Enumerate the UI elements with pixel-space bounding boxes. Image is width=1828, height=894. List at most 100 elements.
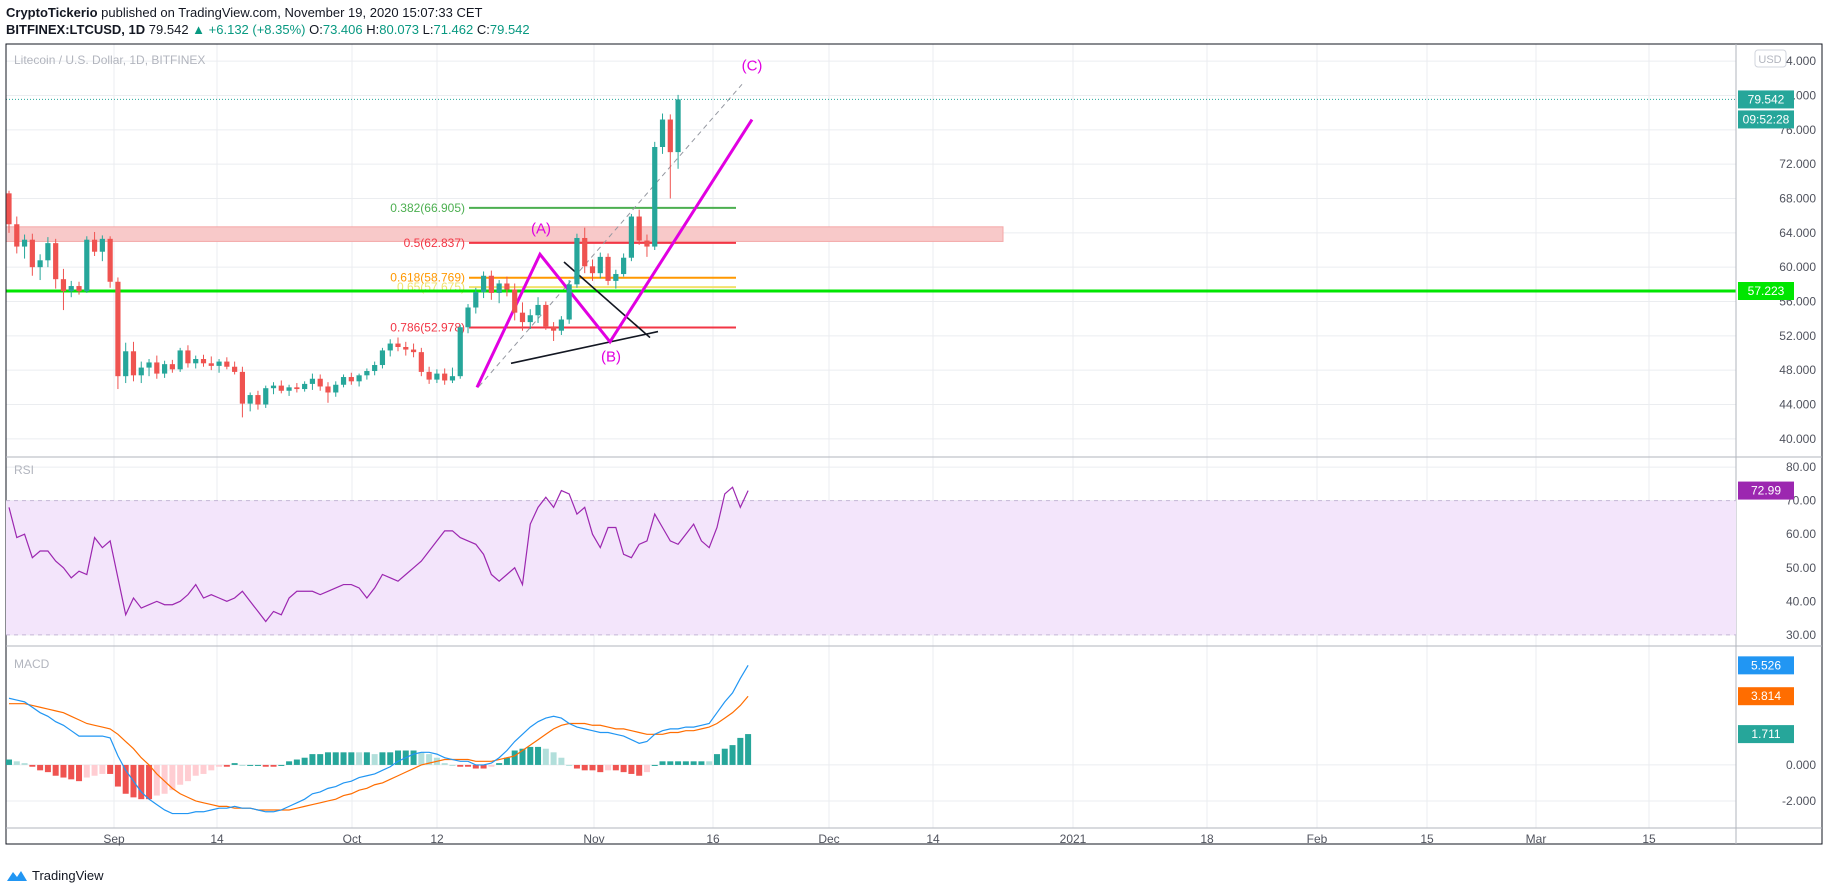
rsi-tick-label: 40.00 — [1786, 594, 1816, 608]
close-value: 79.542 — [489, 22, 530, 37]
candle-body — [107, 238, 113, 282]
macd-histogram-bar — [535, 746, 542, 765]
macd-histogram-bar — [713, 754, 720, 765]
macd-histogram-bar — [581, 764, 588, 771]
candle-body — [263, 388, 269, 405]
macd-histogram-bar — [29, 764, 36, 767]
price-tick-label: 64.000 — [1779, 226, 1816, 240]
price-tick-label: 48.000 — [1779, 363, 1816, 377]
grid-lines — [6, 44, 1736, 828]
macd-histogram-bar — [589, 764, 596, 771]
countdown-badge-label: 09:52:28 — [1743, 112, 1790, 126]
macd-histogram-bar — [682, 761, 689, 765]
candle-body — [527, 315, 533, 323]
macd-histogram-bar — [465, 764, 472, 767]
macd-histogram-bar — [83, 764, 90, 778]
histogram-value-badge — [1738, 725, 1794, 744]
macd-histogram-bar — [138, 764, 145, 800]
candles — [6, 94, 681, 418]
macd-histogram-bar — [643, 764, 650, 773]
candle-body — [99, 238, 105, 252]
author-name[interactable]: CryptoTickerio — [6, 5, 98, 20]
macd-title: MACD — [14, 657, 50, 671]
macd-histogram-bar — [612, 764, 619, 771]
rsi-tick-label: 60.00 — [1786, 527, 1816, 541]
fib-level-label: 0.786(52.978) — [390, 320, 465, 334]
candle-body — [177, 350, 183, 370]
macd-histogram-bar — [60, 764, 67, 778]
macd-histogram-bar — [729, 745, 736, 765]
open-label: O: — [309, 22, 323, 37]
macd-histogram-bar — [659, 761, 666, 765]
publish-info: published on TradingView.com, November 1… — [101, 5, 483, 20]
macd-histogram-bar — [745, 734, 752, 765]
macd-histogram-bar — [472, 764, 479, 769]
candle-body — [379, 350, 386, 366]
rsi-tick-label: 80.00 — [1786, 460, 1816, 474]
tradingview-logo[interactable]: TradingView — [6, 868, 104, 883]
candle-body — [45, 243, 51, 261]
macd-histogram-bar — [122, 764, 129, 794]
candle-body — [193, 359, 199, 364]
candle-body — [597, 256, 603, 274]
candle-body — [6, 193, 12, 225]
macd-tick-label: -2.000 — [1782, 794, 1816, 808]
macd-histogram-bar — [177, 764, 184, 785]
chart-frame — [5, 43, 1823, 845]
candle-body — [652, 147, 658, 247]
header-line-2: BITFINEX:LTCUSD, 1D 79.542 ▲ +6.132 (+8.… — [6, 21, 530, 38]
x-tick-label: 16 — [706, 832, 720, 846]
wave-label: (B) — [601, 349, 621, 366]
x-tick-label: 18 — [1200, 832, 1214, 846]
x-tick-label: 2021 — [1060, 832, 1087, 846]
fib-level-label: 0.618(58.769) — [390, 271, 465, 285]
candle-body — [364, 371, 370, 376]
support-price-badge-label: 57.223 — [1748, 284, 1785, 298]
macd-histogram-bar — [356, 752, 363, 765]
candle-body — [348, 377, 354, 382]
fib-level-label: 0.382(66.905) — [390, 201, 465, 215]
macd-histogram-bar — [153, 764, 160, 796]
candle-body — [480, 275, 487, 293]
elliott-wave-line — [475, 118, 754, 388]
macd-value-badge — [1738, 656, 1794, 675]
x-tick-label: Mar — [1526, 832, 1547, 846]
candle-body — [675, 99, 681, 153]
macd-histogram-bar — [651, 764, 658, 766]
candle-body — [465, 307, 471, 328]
open-value: 73.406 — [322, 22, 363, 37]
macd-histogram-bar — [44, 764, 51, 773]
candle-body — [621, 257, 627, 275]
macd-histogram-bar — [363, 752, 370, 765]
price-change: ▲ +6.132 (+8.35%) — [192, 22, 306, 37]
macd-histogram-bar — [262, 764, 269, 767]
candle-body — [21, 239, 28, 247]
rsi-value-badge-label: 72.99 — [1751, 484, 1781, 498]
x-tick-label: Nov — [583, 832, 604, 846]
resistance-zone — [5, 226, 1004, 242]
candle-body — [519, 312, 526, 323]
candle-body — [387, 343, 393, 351]
macd-histogram-bar — [239, 764, 246, 766]
macd-histogram-bar — [550, 752, 557, 765]
macd-histogram-bar — [519, 748, 526, 765]
macd-histogram-bar — [270, 764, 277, 767]
macd-tick-label: 0.000 — [1786, 758, 1816, 772]
candle-body — [535, 304, 541, 316]
candle-body — [551, 326, 557, 331]
candle-body — [91, 239, 98, 252]
candle-body — [115, 281, 121, 377]
price-tick-label: 40.000 — [1779, 432, 1816, 446]
macd-histogram-bar — [566, 764, 573, 766]
candle-body — [224, 361, 230, 367]
rsi-title: RSI — [14, 463, 34, 477]
macd-histogram-bar — [184, 764, 191, 782]
rsi-tick-label: 50.00 — [1786, 561, 1816, 575]
candle-body — [317, 378, 323, 387]
candle-body — [582, 237, 588, 267]
candle-body — [200, 359, 207, 364]
macd-histogram-bar — [231, 763, 238, 765]
candle-body — [543, 304, 549, 327]
high-label: H: — [366, 22, 380, 37]
